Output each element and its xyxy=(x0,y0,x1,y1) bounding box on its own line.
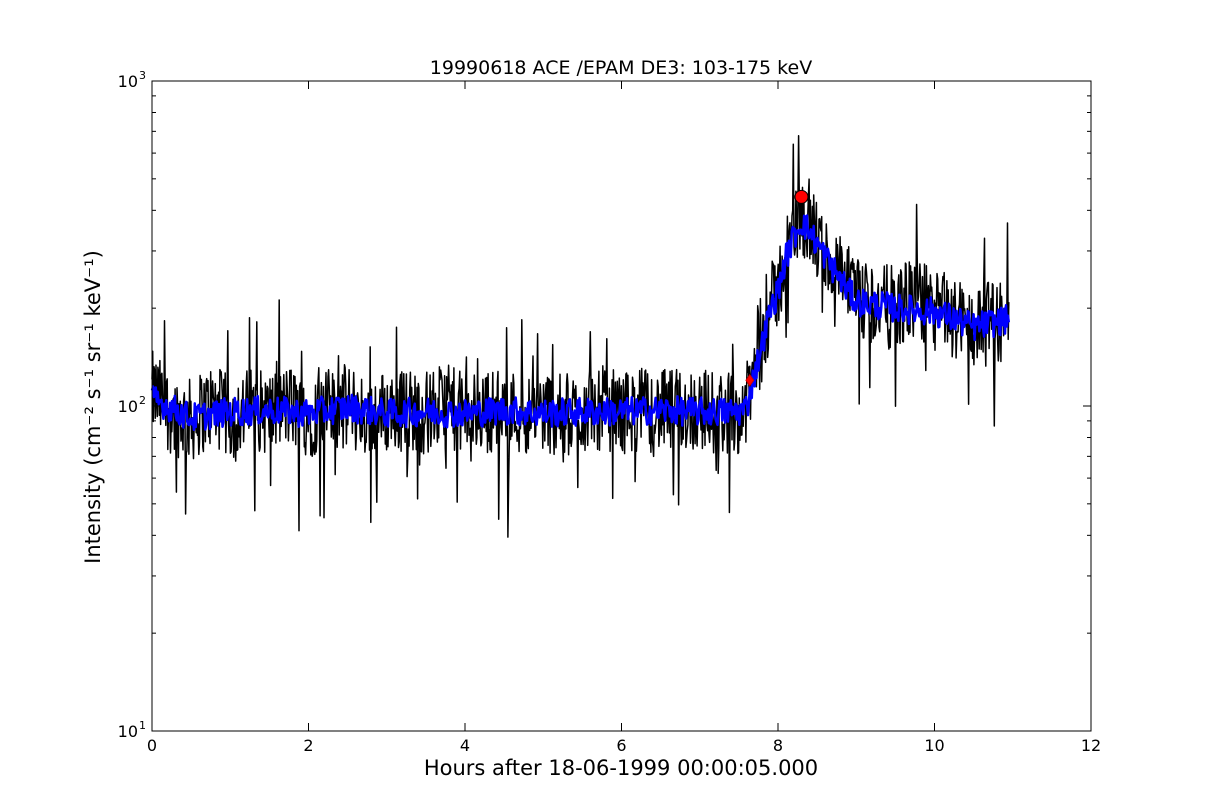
y-tick-label: 10 xyxy=(118,397,138,416)
y-tick-exponent: 3 xyxy=(139,69,146,82)
onset-marker xyxy=(745,373,755,387)
x-tick-label: 2 xyxy=(303,736,313,755)
y-tick-exponent: 2 xyxy=(139,394,146,407)
x-axis-label: Hours after 18-06-1999 00:00:05.000 xyxy=(424,756,818,780)
chart-title: 19990618 ACE /EPAM DE3: 103-175 keV xyxy=(430,57,812,79)
x-tick-label: 4 xyxy=(460,736,470,755)
series-line-black xyxy=(151,134,1010,538)
y-tick-label: 10 xyxy=(118,72,138,91)
plot-area xyxy=(150,134,1011,538)
y-axis-label: Intensity (cm⁻² s⁻¹ sr⁻¹ keV⁻¹) xyxy=(81,250,105,564)
series-line-blue xyxy=(150,214,1011,432)
peak-marker xyxy=(794,189,809,204)
y-tick-exponent: 1 xyxy=(139,719,146,732)
x-tick-label: 12 xyxy=(1081,736,1101,755)
y-tick-label: 10 xyxy=(118,722,138,741)
x-tick-label: 10 xyxy=(924,736,944,755)
x-tick-label: 8 xyxy=(773,736,783,755)
x-tick-label: 6 xyxy=(616,736,626,755)
x-tick-label: 0 xyxy=(147,736,157,755)
